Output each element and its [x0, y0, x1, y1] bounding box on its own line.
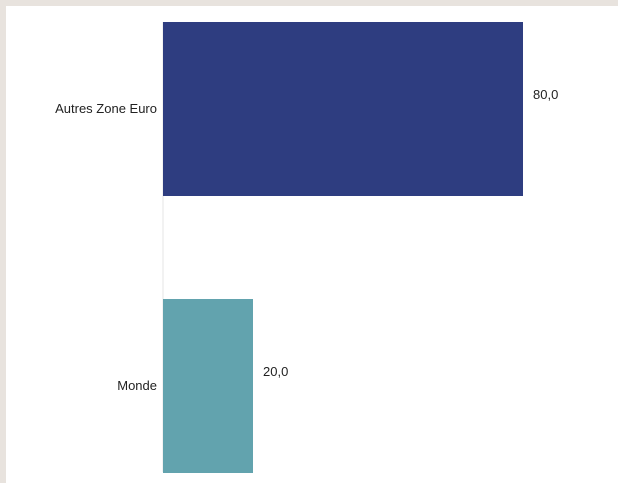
bar-monde: [163, 299, 253, 473]
value-label: 20,0: [263, 364, 288, 379]
category-label: Monde: [117, 378, 157, 393]
category-label: Autres Zone Euro: [55, 101, 157, 116]
labels-layer: Autres Zone Euro 80,0 Monde 20,0: [55, 87, 558, 393]
chart-card: Autres Zone Euro 80,0 Monde 20,0: [6, 6, 618, 483]
value-label: 80,0: [533, 87, 558, 102]
bars-layer: [163, 22, 523, 473]
bar-autres-zone-euro: [163, 22, 523, 196]
bar-chart: Autres Zone Euro 80,0 Monde 20,0: [55, 22, 558, 473]
